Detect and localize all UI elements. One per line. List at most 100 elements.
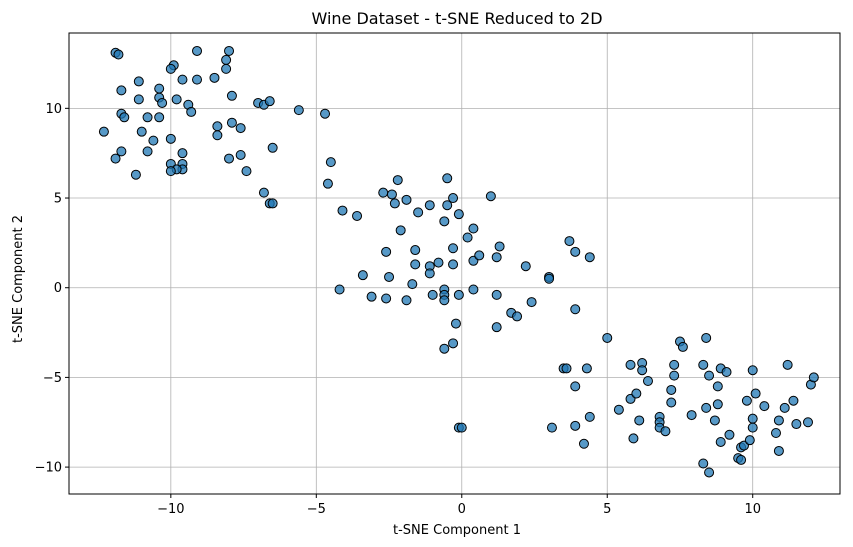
data-point bbox=[142, 112, 153, 123]
data-point bbox=[584, 252, 595, 263]
data-point bbox=[212, 130, 223, 141]
data-point bbox=[669, 370, 680, 381]
data-point bbox=[462, 232, 473, 243]
data-point bbox=[384, 271, 395, 282]
data-point bbox=[110, 153, 121, 164]
data-point bbox=[226, 117, 237, 128]
chart-title: Wine Dataset - t-SNE Reduced to 2D bbox=[311, 9, 602, 28]
y-tick-label: 10 bbox=[45, 102, 62, 117]
data-point bbox=[631, 388, 642, 399]
data-point bbox=[293, 105, 304, 116]
data-point bbox=[520, 261, 531, 272]
data-point bbox=[136, 126, 147, 137]
data-point bbox=[468, 284, 479, 295]
data-point bbox=[561, 363, 572, 374]
data-point bbox=[395, 225, 406, 236]
data-point bbox=[439, 216, 450, 227]
data-point bbox=[448, 338, 459, 349]
data-point bbox=[192, 45, 203, 56]
data-point bbox=[267, 198, 278, 209]
data-point bbox=[701, 332, 712, 343]
data-point bbox=[544, 273, 555, 284]
data-point bbox=[439, 295, 450, 306]
y-tick-label: 5 bbox=[54, 192, 62, 207]
data-point bbox=[352, 210, 363, 221]
data-point bbox=[325, 157, 336, 168]
data-point bbox=[241, 166, 252, 177]
y-axis-label: t-SNE Component 2 bbox=[11, 215, 26, 343]
data-point bbox=[704, 467, 715, 478]
data-point bbox=[791, 419, 802, 430]
data-point bbox=[456, 422, 467, 433]
data-point bbox=[392, 175, 403, 186]
data-point bbox=[770, 428, 781, 439]
data-point bbox=[192, 74, 203, 85]
data-point bbox=[165, 133, 176, 144]
data-point bbox=[741, 395, 752, 406]
data-point bbox=[701, 402, 712, 413]
data-point bbox=[235, 149, 246, 160]
data-point bbox=[724, 429, 735, 440]
data-point bbox=[715, 436, 726, 447]
data-point bbox=[381, 293, 392, 304]
data-point bbox=[424, 200, 435, 211]
data-point bbox=[453, 289, 464, 300]
data-point bbox=[389, 198, 400, 209]
data-point bbox=[130, 169, 141, 180]
data-point bbox=[221, 63, 232, 74]
data-point bbox=[209, 72, 220, 83]
data-point bbox=[221, 54, 232, 65]
data-point bbox=[154, 112, 165, 123]
data-point bbox=[337, 205, 348, 216]
data-point bbox=[427, 289, 438, 300]
data-point bbox=[712, 381, 723, 392]
data-point bbox=[494, 241, 505, 252]
data-point bbox=[133, 76, 144, 87]
data-point bbox=[584, 411, 595, 422]
data-point bbox=[133, 94, 144, 105]
data-point bbox=[116, 146, 127, 157]
data-point bbox=[186, 106, 197, 117]
y-tick-label: −5 bbox=[43, 371, 62, 386]
data-points bbox=[98, 45, 819, 478]
data-point bbox=[744, 435, 755, 446]
data-point bbox=[779, 402, 790, 413]
plot-frame bbox=[68, 32, 841, 495]
y-axis-ticks: −10 −5 0 5 10 bbox=[35, 102, 69, 476]
data-point bbox=[439, 343, 450, 354]
data-point bbox=[226, 90, 237, 101]
data-point bbox=[171, 94, 182, 105]
data-point bbox=[366, 291, 377, 302]
data-point bbox=[602, 332, 613, 343]
data-point bbox=[267, 142, 278, 153]
data-point bbox=[357, 270, 368, 281]
data-point bbox=[637, 365, 648, 376]
y-tick-label: 0 bbox=[54, 281, 62, 296]
data-point bbox=[113, 49, 124, 60]
data-point bbox=[736, 454, 747, 465]
data-point bbox=[381, 246, 392, 257]
data-point bbox=[613, 404, 624, 415]
data-point bbox=[407, 279, 418, 290]
data-point bbox=[157, 97, 168, 108]
data-point bbox=[474, 250, 485, 261]
data-point bbox=[235, 123, 246, 134]
data-point bbox=[570, 304, 581, 315]
data-point bbox=[634, 415, 645, 426]
x-tick-label: −10 bbox=[157, 502, 184, 517]
data-point bbox=[264, 96, 275, 107]
data-point bbox=[570, 381, 581, 392]
data-point bbox=[491, 252, 502, 263]
data-point bbox=[142, 146, 153, 157]
data-point bbox=[773, 445, 784, 456]
data-point bbox=[747, 422, 758, 433]
data-point bbox=[747, 365, 758, 376]
data-point bbox=[413, 207, 424, 218]
x-axis-ticks: −10 −5 0 5 10 bbox=[157, 494, 761, 517]
data-point bbox=[709, 415, 720, 426]
data-point bbox=[320, 108, 331, 119]
data-point bbox=[177, 74, 188, 85]
data-point bbox=[401, 194, 412, 205]
data-point bbox=[448, 259, 459, 270]
data-point bbox=[570, 246, 581, 257]
